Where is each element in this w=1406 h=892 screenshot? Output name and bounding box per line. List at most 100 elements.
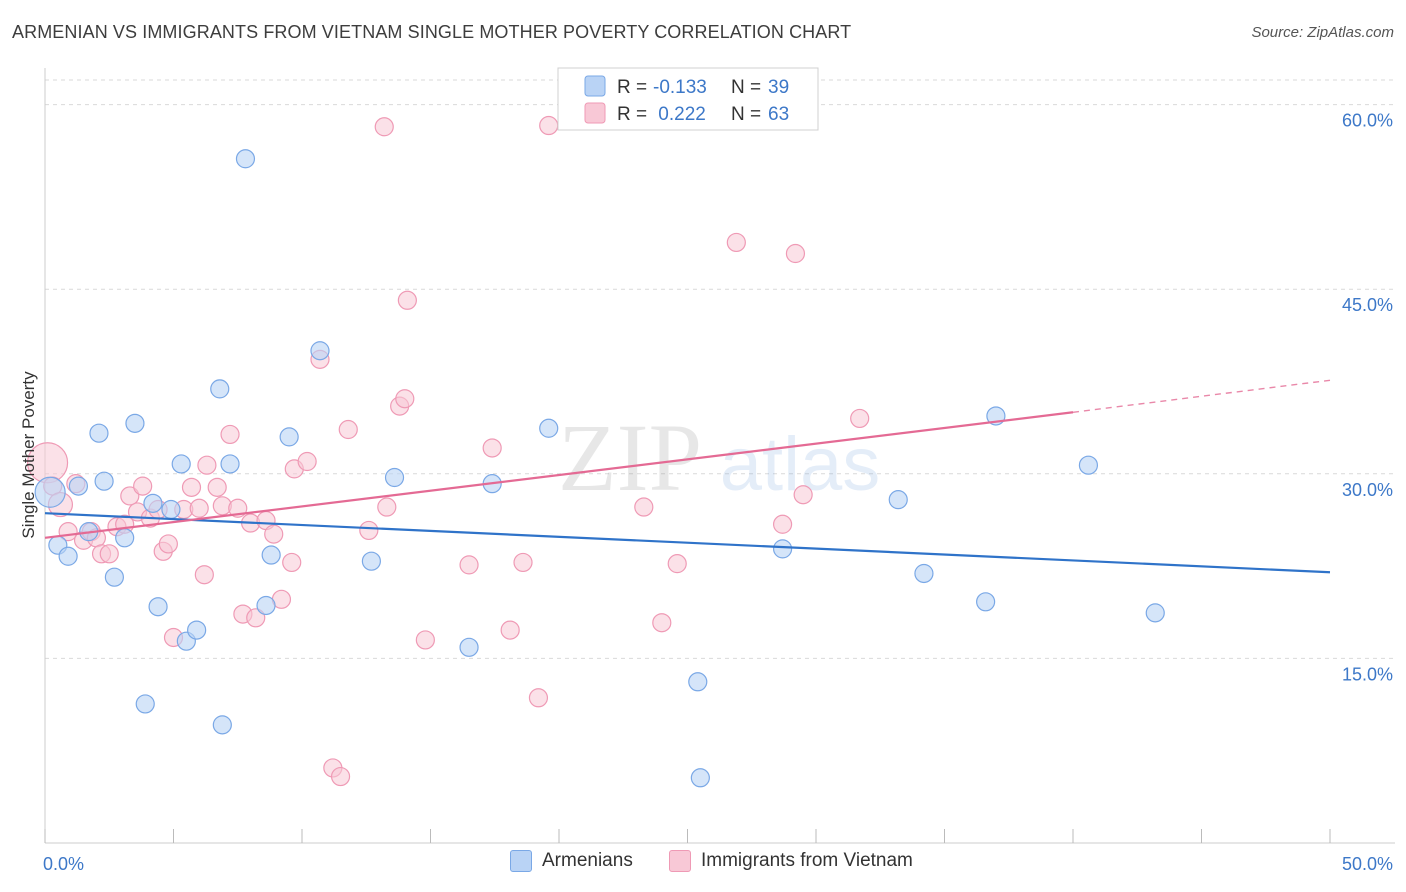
data-point-vietnam <box>220 424 240 445</box>
data-point-vietnam <box>194 565 214 585</box>
data-point-armenians <box>125 413 145 433</box>
data-point-armenians <box>688 672 708 692</box>
y-tick-label: 15.0% <box>1342 664 1393 684</box>
data-point-vietnam <box>395 389 415 409</box>
data-point-vietnam <box>181 477 202 497</box>
y-tick-label: 30.0% <box>1342 480 1393 500</box>
data-point-vietnam <box>359 520 379 541</box>
data-point-armenians <box>115 528 135 548</box>
data-point-armenians <box>68 476 89 496</box>
data-point-vietnam <box>500 620 520 640</box>
source-label: Source: ZipAtlas.com <box>1251 24 1394 41</box>
data-point-vietnam <box>377 497 397 517</box>
data-point-armenians <box>143 493 163 513</box>
data-point-armenians <box>1078 455 1099 475</box>
data-point-armenians <box>1145 603 1165 623</box>
data-point-armenians <box>212 715 232 735</box>
data-point-vietnam <box>726 232 746 253</box>
data-point-vietnam <box>539 115 559 136</box>
legend-item-armenians: Armenians <box>510 850 633 872</box>
legend-label-vietnam: Immigrants from Vietnam <box>701 850 913 871</box>
data-point-vietnam <box>415 630 435 650</box>
data-point-vietnam <box>667 554 687 574</box>
data-point-armenians <box>235 149 256 169</box>
series-armenians-points <box>34 149 1165 788</box>
data-point-vietnam <box>158 534 178 554</box>
data-point-vietnam <box>513 552 533 573</box>
data-point-armenians <box>135 694 155 714</box>
data-point-armenians <box>888 490 908 510</box>
data-point-armenians <box>148 597 168 617</box>
data-point-armenians <box>384 467 405 488</box>
data-point-vietnam <box>850 408 870 429</box>
x-tick-label: 50.0% <box>1342 854 1393 874</box>
data-point-vietnam <box>207 477 227 497</box>
tick-labels: 15.0% 30.0% 45.0% 60.0% 0.0% 50.0% <box>43 111 1393 874</box>
data-point-armenians <box>279 427 299 447</box>
data-point-vietnam <box>189 498 209 518</box>
data-point-vietnam <box>785 243 806 264</box>
data-point-armenians <box>772 539 793 559</box>
data-point-armenians <box>256 595 276 616</box>
data-point-vietnam <box>246 608 266 628</box>
trend-lines <box>44 379 1331 574</box>
data-point-vietnam <box>397 290 417 310</box>
data-point-vietnam <box>99 544 119 564</box>
legend-r-value-1: -0.133 <box>653 77 707 98</box>
legend-n-value-2: 63 <box>768 104 789 125</box>
data-point-vietnam <box>652 613 672 633</box>
data-point-armenians <box>690 768 710 788</box>
legend-swatch-vietnam <box>584 102 606 124</box>
data-point-armenians <box>310 341 330 361</box>
data-point-vietnam <box>264 524 284 544</box>
data-point-armenians <box>187 620 207 640</box>
data-point-vietnam <box>528 688 549 708</box>
watermark: ZIP atlas <box>558 404 880 511</box>
data-point-armenians <box>361 551 381 571</box>
chart-title: ARMENIAN VS IMMIGRANTS FROM VIETNAM SING… <box>12 22 852 42</box>
data-point-armenians <box>220 454 240 474</box>
y-axis-label: Single Mother Poverty <box>19 371 38 539</box>
legend-n-label-1: N = <box>731 77 761 98</box>
data-point-vietnam <box>133 476 153 496</box>
data-point-vietnam <box>197 455 217 475</box>
legend-r-label-2: R = <box>617 104 647 125</box>
legend-bottom: Armenians Immigrants from Vietnam <box>0 850 1406 880</box>
data-point-vietnam <box>772 514 793 534</box>
legend-r-label-1: R = <box>617 77 647 98</box>
trend-line-vietnam <box>44 411 1074 539</box>
data-point-armenians <box>89 423 109 443</box>
data-point-vietnam <box>459 555 479 575</box>
data-point-vietnam <box>374 117 394 137</box>
legend-r-value-2: 0.222 <box>653 104 706 125</box>
data-point-armenians <box>210 379 230 399</box>
data-point-vietnam <box>120 486 140 506</box>
data-point-armenians <box>539 418 559 438</box>
data-point-armenians <box>104 567 124 587</box>
legend-item-vietnam: Immigrants from Vietnam <box>669 850 913 872</box>
legend-swatch-armenians-bottom <box>510 850 532 872</box>
legend-n-value-1: 39 <box>768 77 789 98</box>
x-tick-label: 0.0% <box>43 854 84 874</box>
y-tick-label: 45.0% <box>1342 295 1393 315</box>
legend-label-armenians: Armenians <box>542 850 633 871</box>
legend-swatch-vietnam-bottom <box>669 850 691 872</box>
data-point-armenians <box>34 476 66 508</box>
data-point-vietnam <box>793 485 813 505</box>
data-point-armenians <box>161 499 181 520</box>
trend-line-armenians <box>44 512 1331 574</box>
data-point-vietnam <box>297 451 317 472</box>
data-point-vietnam <box>634 497 654 517</box>
data-point-armenians <box>94 471 114 491</box>
data-point-armenians <box>261 545 281 565</box>
data-point-armenians <box>171 454 191 474</box>
data-point-vietnam <box>338 419 358 440</box>
watermark-zip: ZIP <box>558 404 702 511</box>
legend-swatch-armenians <box>584 75 606 97</box>
legend-n-label-2: N = <box>731 104 761 125</box>
series-vietnam-points <box>26 115 870 787</box>
data-point-vietnam <box>330 766 351 787</box>
legend-top: R = -0.133 N = 39 R = 0.222 N = 63 <box>557 67 819 131</box>
data-point-vietnam <box>482 438 502 458</box>
